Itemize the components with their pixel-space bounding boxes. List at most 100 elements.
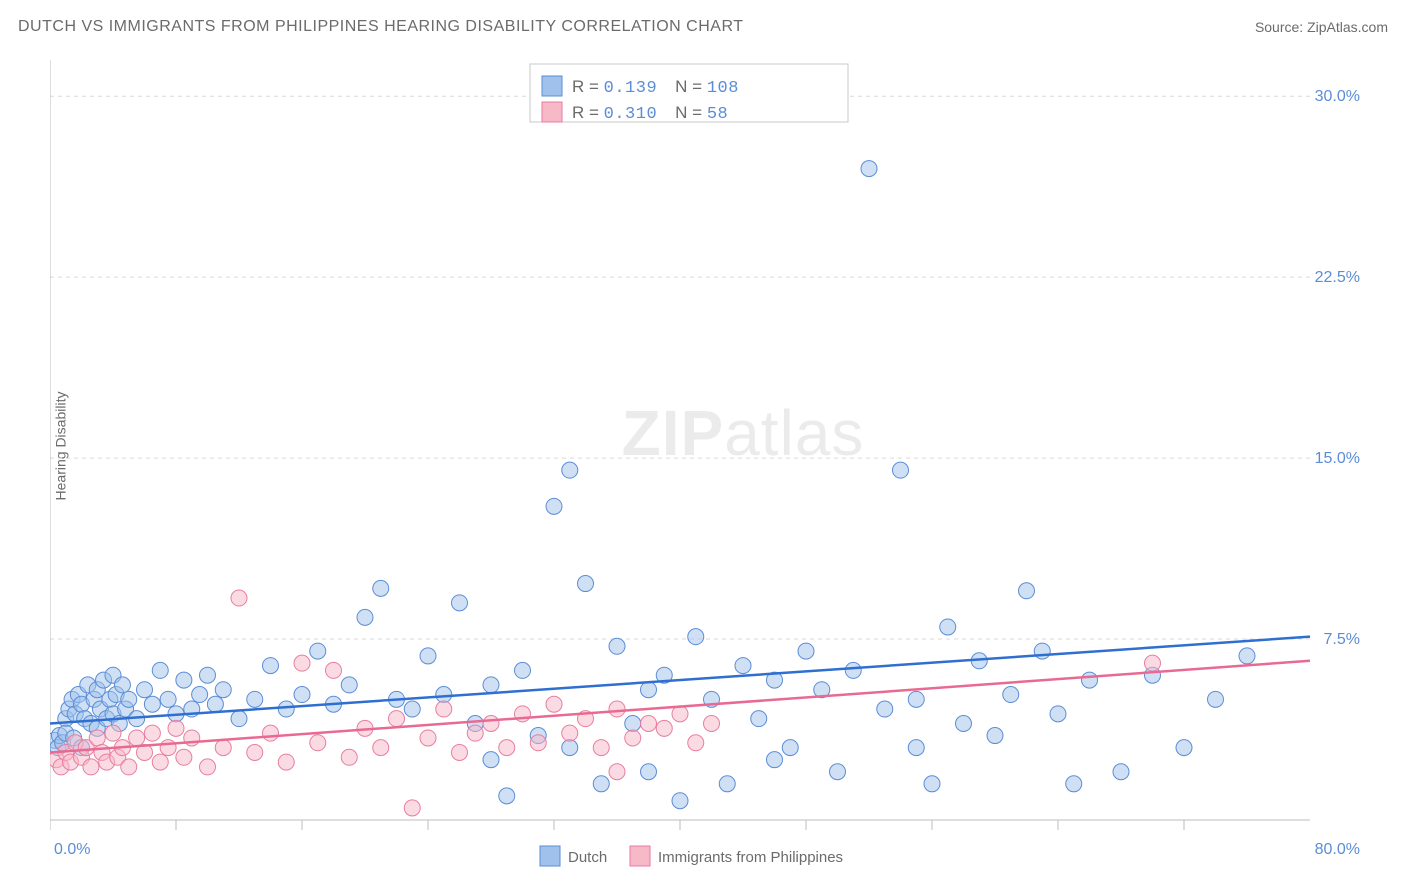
data-point-immigrants: [373, 740, 389, 756]
data-point-dutch: [625, 715, 641, 731]
data-point-immigrants: [83, 759, 99, 775]
data-point-immigrants: [467, 725, 483, 741]
data-point-dutch: [310, 643, 326, 659]
data-point-immigrants: [263, 725, 279, 741]
data-point-dutch: [1239, 648, 1255, 664]
data-point-dutch: [767, 752, 783, 768]
data-point-dutch: [940, 619, 956, 635]
data-point-immigrants: [499, 740, 515, 756]
y-tick-label: 30.0%: [1315, 88, 1360, 105]
stats-swatch-dutch: [542, 76, 562, 96]
data-point-dutch: [908, 691, 924, 707]
data-point-dutch: [121, 691, 137, 707]
data-point-dutch: [546, 498, 562, 514]
data-point-immigrants: [704, 715, 720, 731]
x-origin-label: 0.0%: [54, 841, 90, 858]
data-point-dutch: [483, 752, 499, 768]
data-point-dutch: [877, 701, 893, 717]
data-point-dutch: [176, 672, 192, 688]
data-point-immigrants: [89, 730, 105, 746]
legend-swatch-immigrants: [630, 846, 650, 866]
data-point-dutch: [987, 728, 1003, 744]
data-point-dutch: [719, 776, 735, 792]
data-point-dutch: [641, 764, 657, 780]
y-tick-label: 22.5%: [1315, 269, 1360, 286]
data-point-dutch: [144, 696, 160, 712]
data-point-immigrants: [389, 711, 405, 727]
data-point-immigrants: [200, 759, 216, 775]
data-point-immigrants: [1145, 655, 1161, 671]
data-point-dutch: [672, 793, 688, 809]
legend-label-dutch: Dutch: [568, 849, 607, 866]
data-point-immigrants: [483, 715, 499, 731]
data-point-immigrants: [341, 749, 357, 765]
data-point-immigrants: [404, 800, 420, 816]
data-point-immigrants: [152, 754, 168, 770]
x-max-label: 80.0%: [1315, 841, 1360, 858]
data-point-immigrants: [688, 735, 704, 751]
data-point-immigrants: [215, 740, 231, 756]
data-point-immigrants: [160, 740, 176, 756]
data-point-immigrants: [168, 720, 184, 736]
data-point-dutch: [924, 776, 940, 792]
data-point-dutch: [1082, 672, 1098, 688]
data-point-immigrants: [121, 759, 137, 775]
stats-swatch-immigrants: [542, 102, 562, 122]
source-credit: Source: ZipAtlas.com: [1255, 19, 1388, 35]
data-point-dutch: [578, 576, 594, 592]
data-point-dutch: [688, 629, 704, 645]
y-tick-label: 7.5%: [1324, 631, 1360, 648]
data-point-dutch: [735, 658, 751, 674]
data-point-dutch: [562, 740, 578, 756]
data-point-dutch: [373, 580, 389, 596]
y-tick-label: 15.0%: [1315, 450, 1360, 467]
data-point-dutch: [893, 462, 909, 478]
data-point-dutch: [1019, 583, 1035, 599]
data-point-dutch: [341, 677, 357, 693]
data-point-immigrants: [546, 696, 562, 712]
data-point-immigrants: [420, 730, 436, 746]
data-point-dutch: [562, 462, 578, 478]
data-point-dutch: [263, 658, 279, 674]
data-point-dutch: [247, 691, 263, 707]
data-point-immigrants: [436, 701, 452, 717]
data-point-dutch: [782, 740, 798, 756]
data-point-immigrants: [326, 662, 342, 678]
correlation-chart: 7.5%15.0%22.5%30.0%0.0%80.0%ZIPatlasR = …: [50, 60, 1360, 820]
data-point-dutch: [200, 667, 216, 683]
data-point-dutch: [593, 776, 609, 792]
data-point-immigrants: [144, 725, 160, 741]
data-point-dutch: [231, 711, 247, 727]
page-title: DUTCH VS IMMIGRANTS FROM PHILIPPINES HEA…: [18, 18, 743, 36]
legend-label-immigrants: Immigrants from Philippines: [658, 849, 843, 866]
data-point-immigrants: [231, 590, 247, 606]
data-point-dutch: [436, 687, 452, 703]
legend-swatch-dutch: [540, 846, 560, 866]
data-point-dutch: [515, 662, 531, 678]
data-point-immigrants: [593, 740, 609, 756]
data-point-dutch: [1176, 740, 1192, 756]
data-point-dutch: [1066, 776, 1082, 792]
data-point-dutch: [357, 609, 373, 625]
data-point-dutch: [908, 740, 924, 756]
data-point-immigrants: [609, 764, 625, 780]
data-point-dutch: [845, 662, 861, 678]
data-point-immigrants: [452, 744, 468, 760]
data-point-immigrants: [129, 730, 145, 746]
data-point-immigrants: [625, 730, 641, 746]
data-point-dutch: [420, 648, 436, 664]
data-point-immigrants: [176, 749, 192, 765]
data-point-dutch: [798, 643, 814, 659]
data-point-immigrants: [278, 754, 294, 770]
data-point-dutch: [160, 691, 176, 707]
data-point-dutch: [499, 788, 515, 804]
data-point-dutch: [152, 662, 168, 678]
data-point-dutch: [1208, 691, 1224, 707]
data-point-dutch: [609, 638, 625, 654]
data-point-dutch: [861, 161, 877, 177]
trend-line-immigrants: [50, 661, 1310, 753]
data-point-immigrants: [310, 735, 326, 751]
data-point-dutch: [404, 701, 420, 717]
data-point-immigrants: [105, 725, 121, 741]
stats-row-dutch: R = 0.139N = 108: [572, 77, 739, 98]
